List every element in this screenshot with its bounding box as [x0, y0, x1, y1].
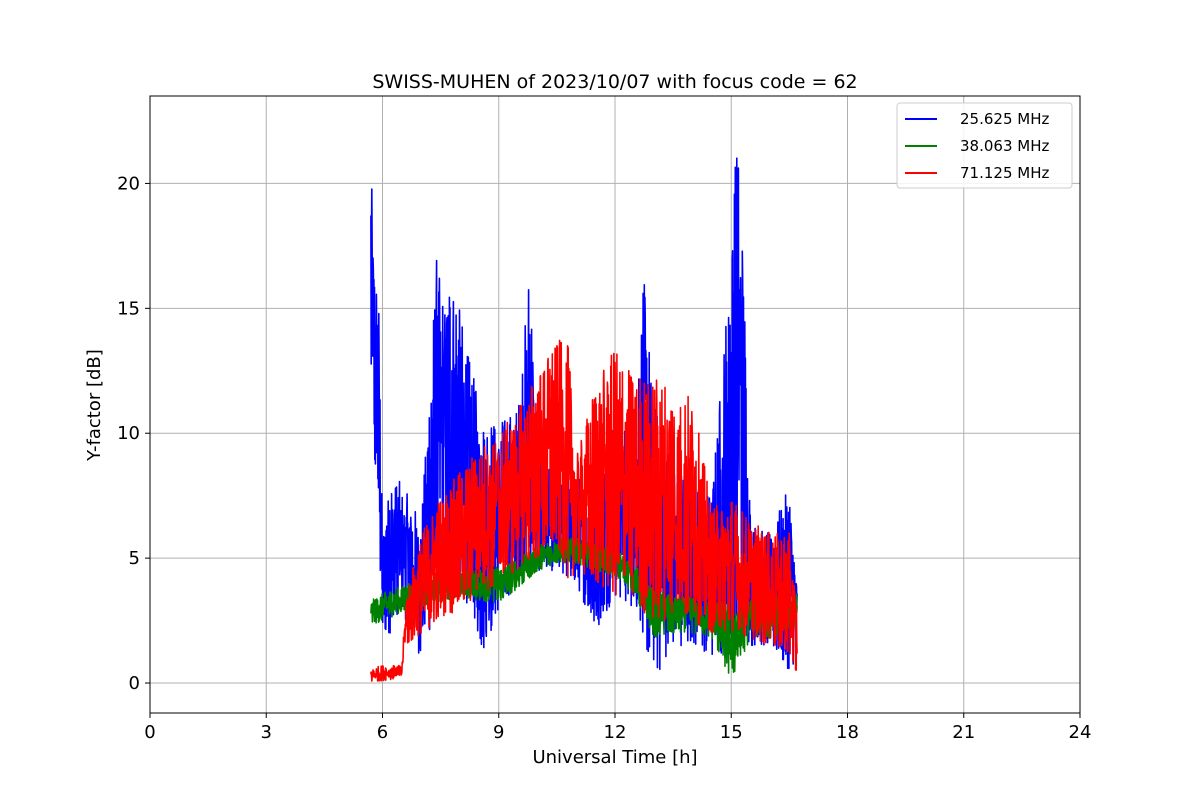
y-tick-label: 20 — [117, 173, 140, 194]
x-axis: 0 3 6 9 12 15 18 21 24 — [144, 713, 1091, 743]
legend-label-3: 71.125 MHz — [960, 164, 1049, 182]
legend-label-2: 38.063 MHz — [960, 137, 1049, 155]
x-tick-label: 12 — [604, 722, 627, 743]
y-tick-label: 10 — [117, 423, 140, 444]
x-tick-label: 0 — [144, 722, 155, 743]
x-tick-label: 6 — [377, 722, 388, 743]
series-layer — [370, 157, 798, 682]
series-line-3 — [370, 339, 798, 682]
x-axis-title: Universal Time [h] — [532, 747, 697, 768]
legend-box — [896, 102, 1073, 189]
y-tick-label: 0 — [129, 673, 140, 694]
x-tick-label: 24 — [1069, 722, 1092, 743]
x-tick-label: 9 — [493, 722, 504, 743]
y-axis: 0 5 10 15 20 — [117, 173, 150, 694]
x-tick-label: 21 — [952, 722, 975, 743]
y-axis-title: Y-factor [dB] — [84, 349, 105, 462]
series-line-1 — [370, 157, 798, 671]
y-tick-label: 5 — [129, 548, 140, 569]
y-tick-label: 15 — [117, 298, 140, 319]
x-tick-label: 18 — [836, 722, 859, 743]
legend: 25.625 MHz 38.063 MHz 71.125 MHz — [896, 102, 1073, 189]
chart-title: SWISS-MUHEN of 2023/10/07 with focus cod… — [372, 71, 857, 93]
legend-label-1: 25.625 MHz — [960, 110, 1049, 128]
x-tick-label: 3 — [261, 722, 272, 743]
x-tick-label: 15 — [720, 722, 743, 743]
